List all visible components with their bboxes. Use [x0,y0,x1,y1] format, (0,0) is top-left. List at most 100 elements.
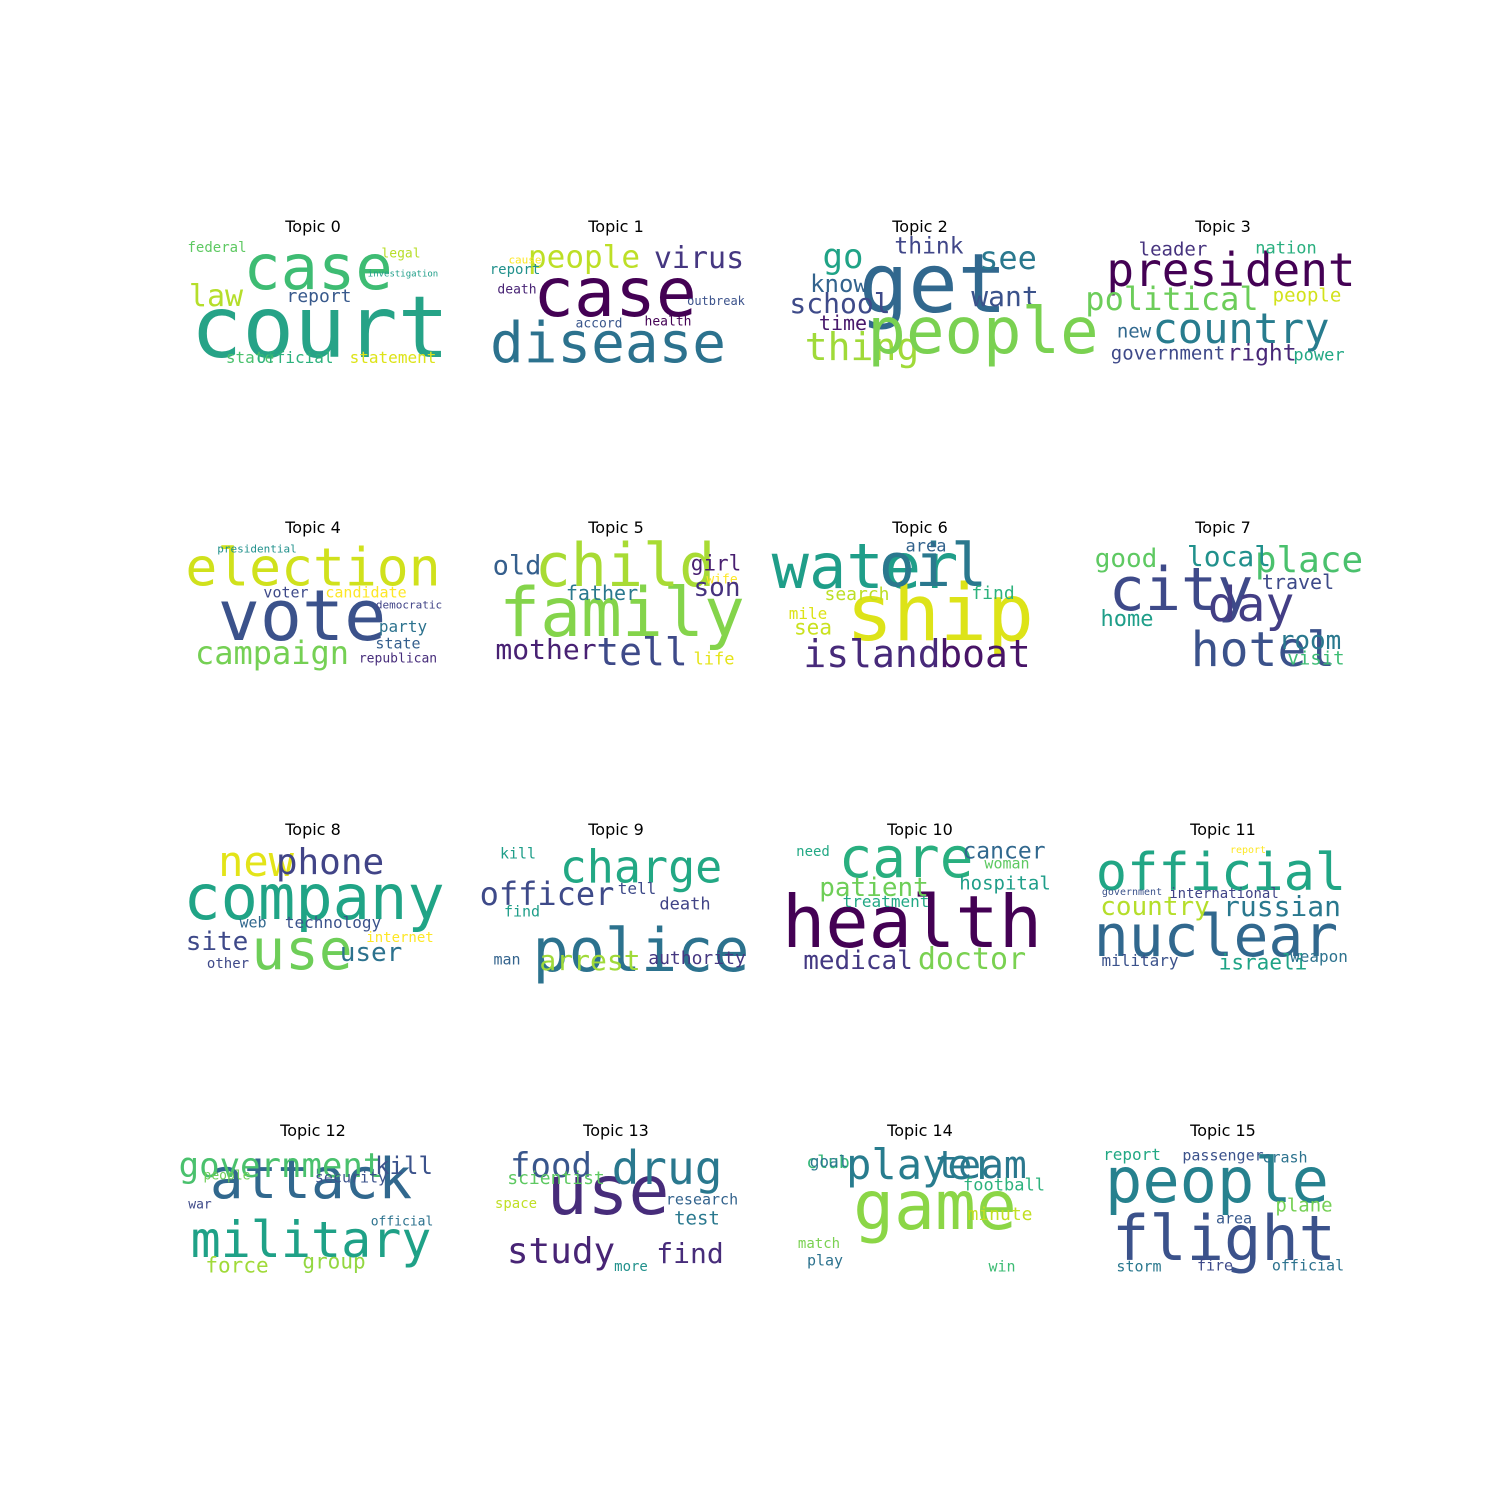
word-cloud: case disease people virus cause report death ou… [490,238,745,372]
cloud-word: good [1094,544,1158,574]
cloud-word: disease [489,311,727,376]
cloud-word: security [314,1168,388,1187]
topic-title: Topic 13 [583,1121,649,1140]
cloud-word: club [806,1152,850,1173]
cloud-word: boat [939,632,1031,676]
cloud-word: get [858,237,1008,332]
cloud-word: leader [1138,238,1208,261]
cloud-word: court [190,278,450,378]
word-cloud: election vote campaign presidential voter can… [185,539,442,672]
cloud-word: water [771,530,959,603]
cloud-word: game [853,1167,1017,1246]
cloud-word: state [375,634,421,653]
cloud-word: new [218,837,294,886]
cloud-word: girl [690,551,742,576]
cloud-word: russian [1222,890,1342,923]
word-cloud: court case law report federal legal investigat… [187,237,449,372]
topic-panel: Topic 5 family child tell old girl wife son fath… [491,519,745,679]
topic-title: Topic 2 [892,217,948,236]
topic-panel: Topic 6 water ship oil island boat area search f… [772,518,1045,679]
cloud-word: government [1101,887,1163,898]
cloud-word: wife [706,572,738,588]
cloud-word: charge [559,840,723,894]
word-cloud: attack military government kill people securi… [179,1142,438,1276]
cloud-word: study [506,1231,616,1272]
cloud-word: cause [508,253,542,267]
cloud-word: case [533,254,697,333]
cloud-word: know [810,270,868,298]
cloud-word: political [1085,280,1259,318]
cloud-word: health [781,880,1043,964]
cloud-word: city [1108,555,1254,625]
topic-panel: Topic 14 game player club team goal football mi… [795,1122,1045,1282]
cloud-word: school [789,287,891,320]
word-cloud: city hotel day place local good travel home room… [1094,539,1364,675]
cloud-word: weapon [1290,947,1348,966]
cloud-word: tell [617,879,657,898]
cloud-word: minute [967,1204,1033,1225]
cloud-word: sea [794,615,832,640]
cloud-word: internet [366,930,434,946]
cloud-word: more [614,1259,648,1275]
cloud-word: other [206,956,250,972]
cloud-word: place [1254,540,1364,581]
cloud-word: oil [878,531,988,601]
cloud-word: new [1116,320,1152,343]
cloud-word: area [905,536,947,557]
topic-title: Topic 1 [588,217,644,236]
cloud-word: military [190,1211,432,1269]
topic-title: Topic 10 [887,820,953,839]
cloud-word: officer [479,875,615,913]
cloud-word: use [251,918,353,983]
cloud-word: report [1103,1145,1161,1164]
cloud-word: use [546,1152,670,1231]
cloud-word: death [497,282,537,298]
cloud-word: family [499,574,745,653]
cloud-word: group [302,1249,366,1274]
cloud-word: company [183,861,445,934]
cloud-word: war [188,1197,212,1213]
cloud-word: win [988,1257,1016,1276]
topic-panel: Topic 0 court case law report federal legal inv… [187,217,449,378]
cloud-word: child [534,531,716,601]
cloud-word: health [644,314,692,330]
cloud-word: nuclear [1093,902,1339,970]
cloud-word: woman [984,854,1030,873]
cloud-word: space [494,1196,538,1212]
cloud-word: official [370,1214,434,1230]
topic-title: Topic 0 [285,217,341,236]
cloud-word: people [203,1168,251,1184]
cloud-word: research [665,1190,739,1209]
cloud-word: arrest [539,944,641,977]
cloud-word: outbreak [687,294,745,308]
topic-title: Topic 4 [285,518,341,537]
cloud-word: federal [187,240,247,256]
cloud-word: voter [263,583,309,602]
cloud-word: test [674,1207,720,1230]
cloud-word: cancer [962,838,1046,865]
cloud-word: government [178,1146,384,1186]
cloud-word: food [510,1146,592,1186]
cloud-word: football [963,1175,1045,1196]
cloud-word: legal [381,246,421,262]
cloud-word: doctor [917,942,1027,977]
cloud-word: flight [1112,1202,1336,1275]
cloud-word: passenger [1182,1146,1264,1165]
cloud-word: report [286,286,352,307]
topic-title: Topic 6 [892,518,948,537]
cloud-word: want [971,280,1039,313]
word-cloud: president political country leader nation peo… [1085,238,1355,368]
word-cloud: company use new phone site user web technology i… [183,837,444,979]
topic-title: Topic 11 [1190,820,1256,839]
cloud-word: time [818,311,868,335]
cloud-word: campaign [194,634,350,672]
cloud-word: area [1215,1209,1253,1228]
cloud-word: match [797,1236,841,1252]
cloud-word: power [1293,345,1345,366]
cloud-word: scientist [507,1168,605,1189]
cloud-word: crash [1262,1148,1308,1167]
cloud-word: find [971,583,1015,604]
cloud-word: father [565,581,639,605]
topic-panel: Topic 12 attack military government kill peop… [179,1122,438,1282]
